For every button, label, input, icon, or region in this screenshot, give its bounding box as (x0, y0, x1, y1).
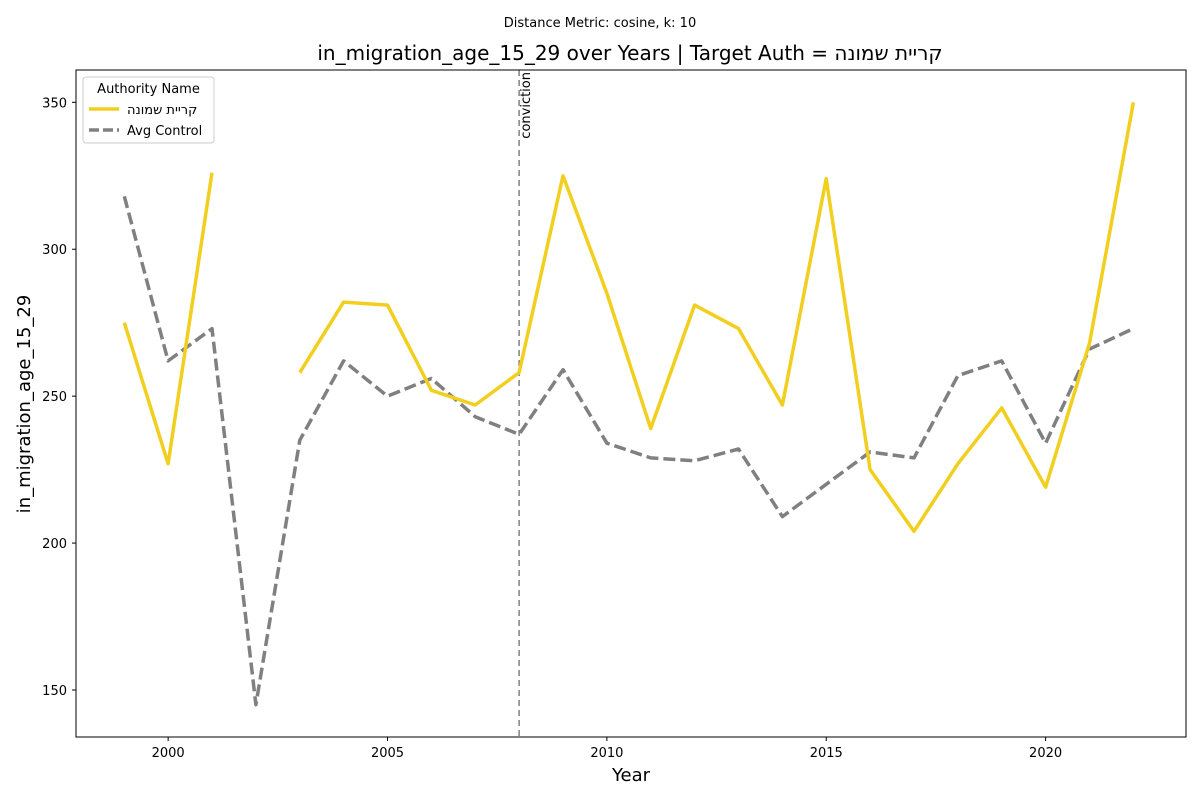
conviction-marker-label: conviction (519, 72, 534, 139)
series-line-avg-control-segment-0 (122, 195, 1135, 707)
x-tick-label: 2000 (152, 746, 185, 761)
x-tick-label: 2005 (371, 746, 404, 761)
y-axis: 150 200 250 300 350 (42, 96, 76, 699)
y-tick-label: 250 (42, 390, 67, 405)
y-tick-label: 150 (42, 684, 67, 699)
x-tick-label: 2010 (590, 746, 623, 761)
legend-frame (82, 76, 215, 144)
plot-area: conviction (122, 70, 1136, 737)
chart-suptitle: Distance Metric: cosine, k: 10 (504, 16, 696, 31)
x-tick-label: 2020 (1029, 746, 1062, 761)
legend-label-avg-control: Avg Control (127, 124, 202, 139)
x-axis: 2000 2005 2010 2015 2020 (152, 737, 1062, 761)
series-line-target-segment-0 (122, 172, 214, 466)
chart-title: in_migration_age_15_29 over Years | Targ… (317, 41, 942, 65)
y-tick-label: 350 (42, 96, 67, 111)
legend-title: Authority Name (97, 82, 200, 97)
axes-frame (75, 69, 1187, 738)
x-axis-title: Year (611, 765, 651, 786)
y-axis-title: in_migration_age_15_29 (14, 295, 35, 514)
legend: Authority Name קריית שמונה Avg Control (82, 76, 215, 144)
y-tick-label: 300 (42, 243, 67, 258)
series-line-target-segment-1 (298, 101, 1136, 534)
x-tick-label: 2015 (810, 746, 843, 761)
legend-label-target: קריית שמונה (127, 103, 197, 118)
y-tick-label: 200 (42, 537, 67, 552)
